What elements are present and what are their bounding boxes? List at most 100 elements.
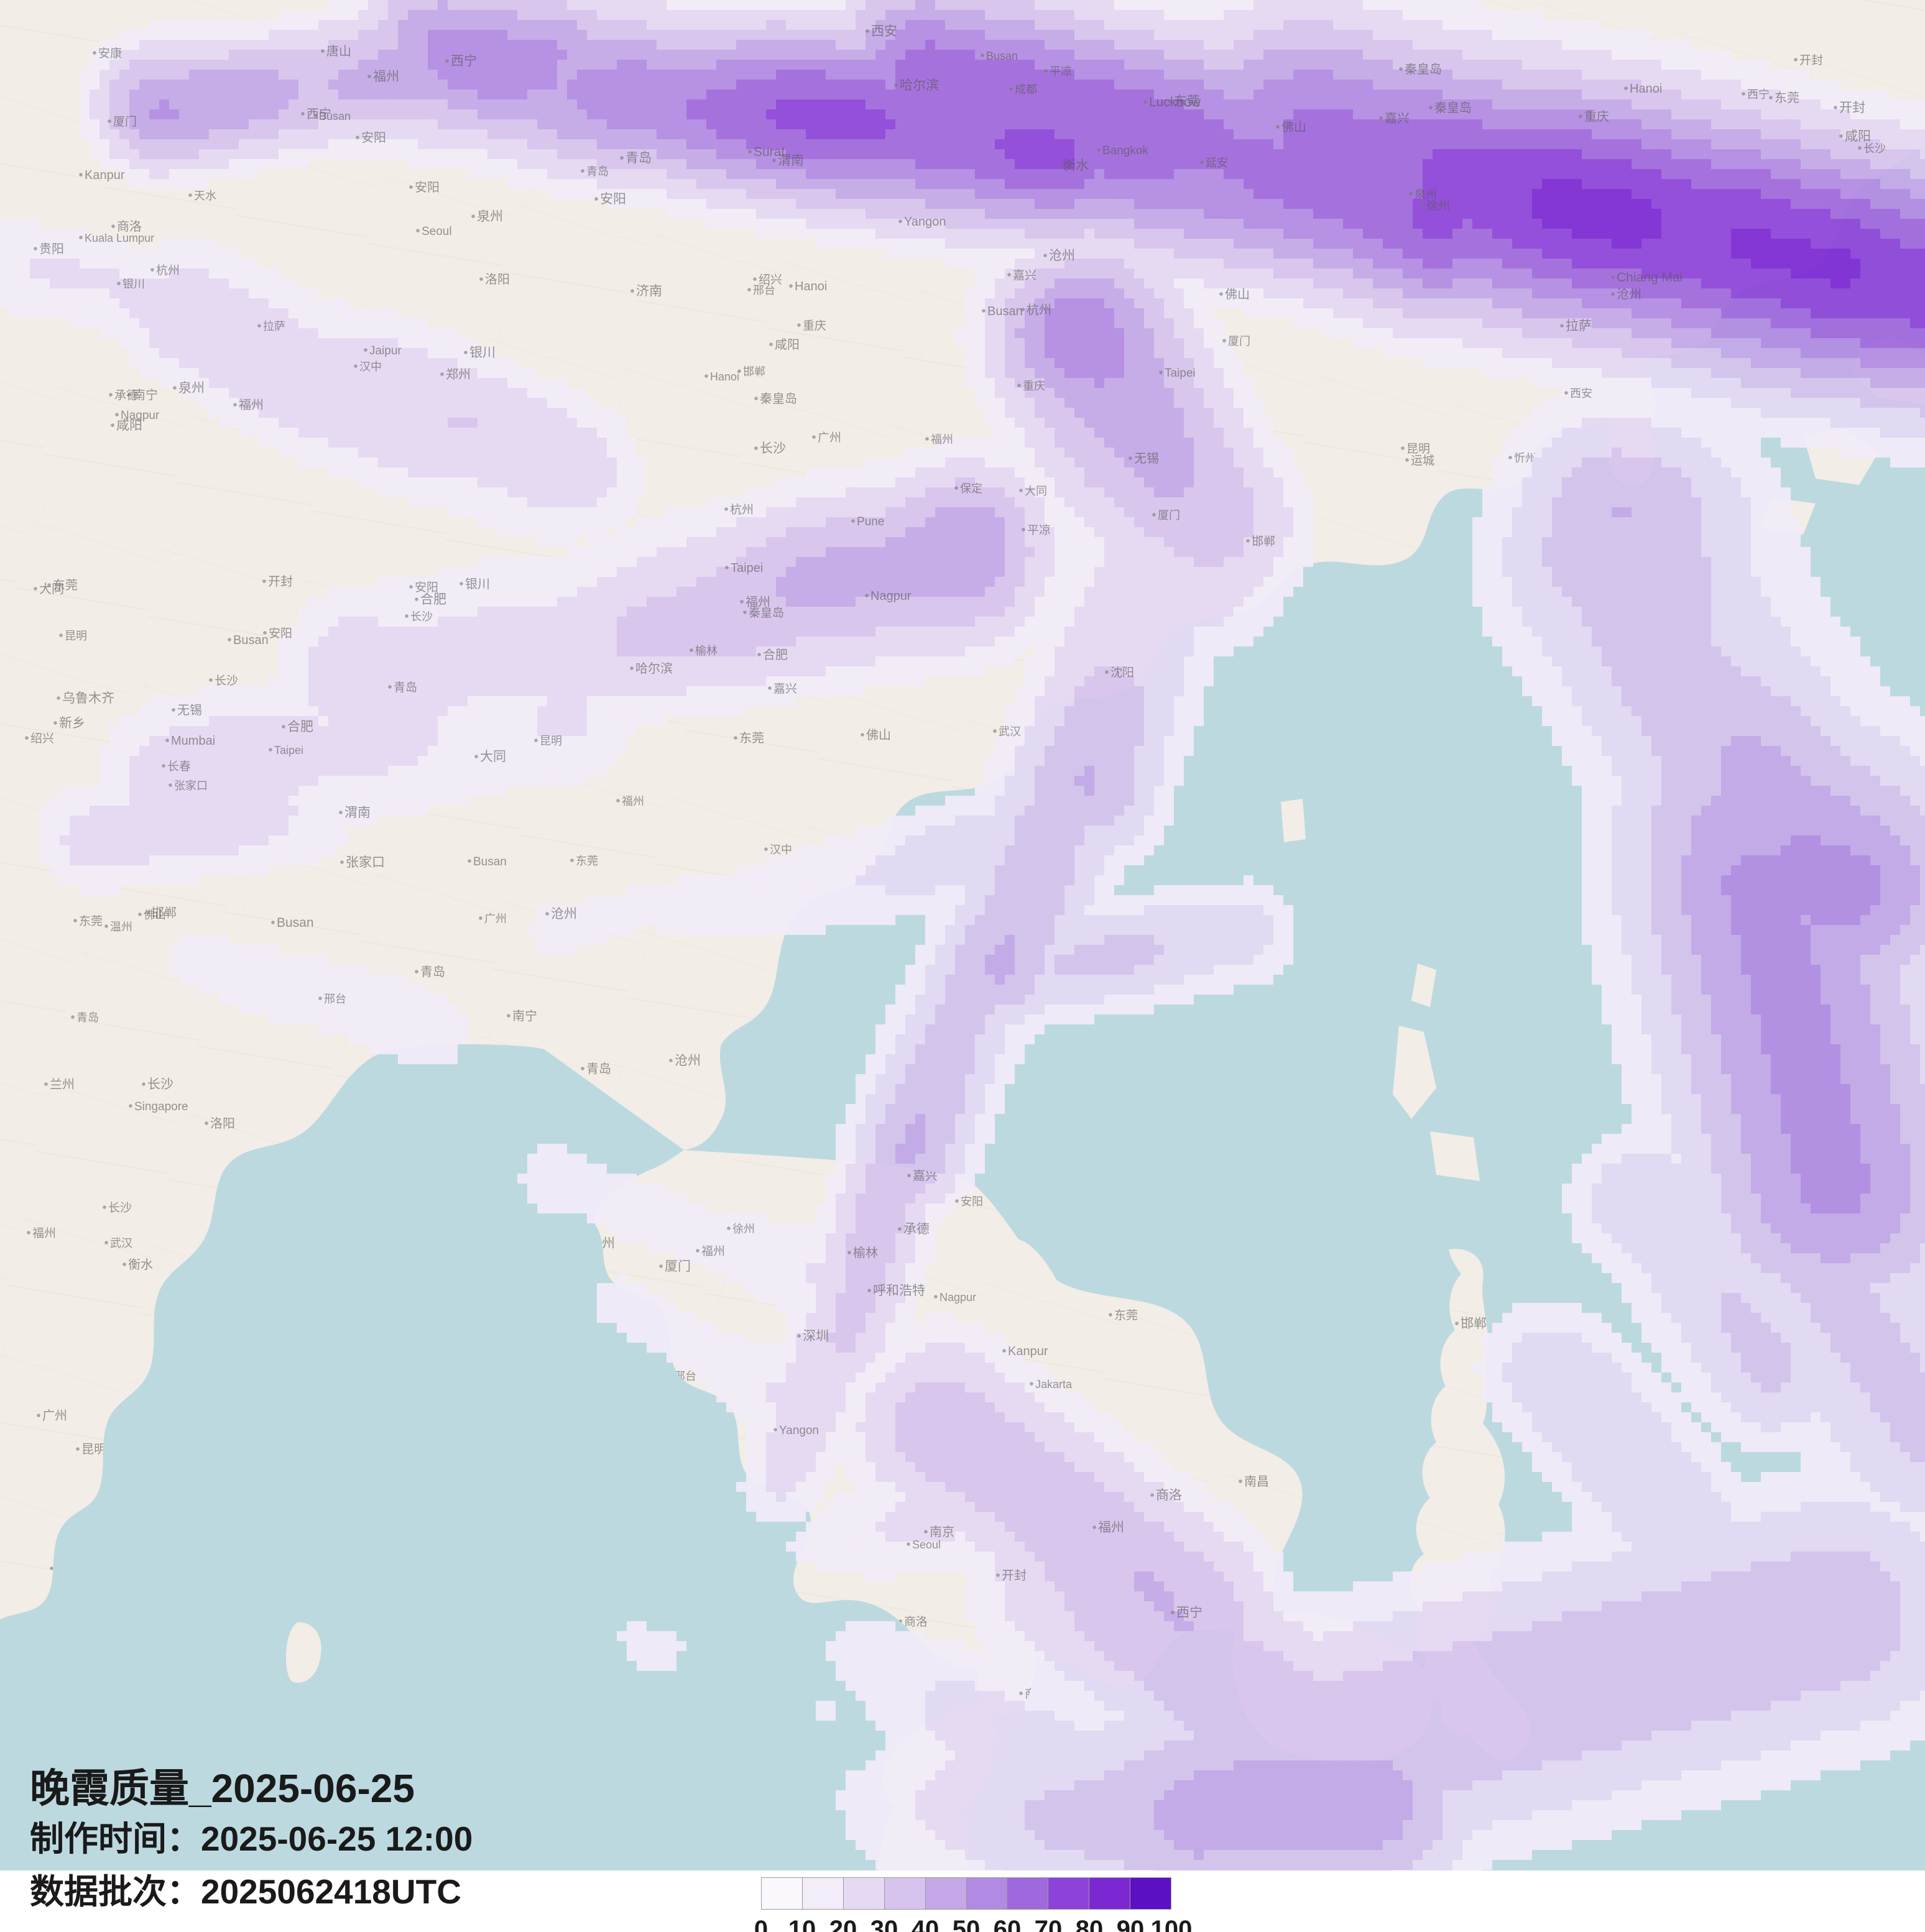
svg-text:拉萨: 拉萨	[1566, 319, 1592, 333]
svg-text:榆林: 榆林	[853, 1246, 878, 1260]
svg-text:银川: 银川	[465, 577, 490, 591]
svg-text:Hanoi: Hanoi	[795, 280, 827, 293]
svg-text:广州: 广州	[484, 913, 507, 925]
svg-text:邯郸: 邯郸	[1252, 535, 1275, 548]
svg-text:南宁: 南宁	[512, 1009, 537, 1023]
svg-text:平凉: 平凉	[1027, 523, 1051, 537]
svg-text:沧州: 沧州	[1049, 249, 1075, 263]
svg-text:大同: 大同	[1025, 485, 1047, 497]
svg-text:嘉兴: 嘉兴	[1013, 269, 1036, 282]
svg-text:Taipei: Taipei	[731, 561, 763, 575]
svg-text:长沙: 长沙	[1863, 142, 1886, 155]
svg-text:青岛: 青岛	[76, 1011, 99, 1024]
svg-text:张家口: 张家口	[174, 780, 208, 792]
svg-text:徐州: 徐州	[732, 1223, 755, 1235]
svg-text:西安: 西安	[871, 24, 897, 39]
svg-text:厦门: 厦门	[1158, 509, 1180, 522]
svg-text:Hanoi: Hanoi	[710, 370, 739, 383]
svg-text:Yangon: Yangon	[904, 215, 946, 229]
svg-text:深圳: 深圳	[803, 1329, 829, 1343]
svg-text:佛山: 佛山	[866, 728, 891, 742]
svg-text:商洛: 商洛	[904, 1615, 928, 1629]
svg-text:无锡: 无锡	[177, 703, 202, 717]
svg-text:乌鲁木齐: 乌鲁木齐	[62, 691, 114, 706]
svg-text:东莞: 东莞	[1775, 91, 1799, 105]
svg-text:厦门: 厦门	[665, 1259, 691, 1274]
svg-text:Nagpur: Nagpur	[870, 589, 912, 603]
svg-text:郑州: 郑州	[446, 367, 471, 382]
svg-text:重庆: 重庆	[1023, 380, 1045, 392]
svg-text:运城: 运城	[1411, 454, 1434, 467]
svg-text:南昌: 南昌	[1244, 1474, 1269, 1489]
svg-text:Bangkok: Bangkok	[1102, 144, 1148, 157]
svg-text:嘉兴: 嘉兴	[1385, 111, 1410, 126]
svg-text:安阳: 安阳	[361, 131, 386, 145]
svg-text:绍兴: 绍兴	[30, 732, 54, 745]
svg-text:Chiang Mai: Chiang Mai	[1617, 270, 1683, 285]
svg-text:Kanpur: Kanpur	[1008, 1345, 1048, 1358]
svg-text:开封: 开封	[268, 574, 293, 589]
svg-text:福州: 福州	[1098, 1520, 1124, 1535]
svg-text:沧州: 沧州	[551, 907, 577, 921]
svg-text:青岛: 青岛	[586, 165, 609, 178]
svg-text:拉萨: 拉萨	[263, 320, 285, 333]
svg-text:东莞: 东莞	[576, 855, 598, 867]
svg-text:杭州: 杭州	[730, 503, 754, 517]
svg-text:天水: 天水	[194, 190, 216, 202]
svg-text:安阳: 安阳	[961, 1195, 983, 1208]
svg-text:洛阳: 洛阳	[210, 1116, 235, 1131]
svg-text:武汉: 武汉	[110, 1237, 132, 1249]
svg-text:咸阳: 咸阳	[1845, 129, 1871, 144]
svg-text:安阳: 安阳	[415, 581, 438, 594]
svg-text:成都: 成都	[1015, 83, 1037, 96]
svg-text:平凉: 平凉	[1050, 65, 1072, 78]
svg-text:Seoul: Seoul	[912, 1539, 941, 1551]
svg-text:Yangon: Yangon	[779, 1424, 819, 1437]
svg-text:哈尔滨: 哈尔滨	[900, 78, 939, 93]
svg-text:无锡: 无锡	[1134, 451, 1159, 466]
svg-text:榆林: 榆林	[695, 645, 718, 657]
svg-text:商洛: 商洛	[117, 219, 142, 234]
svg-text:安阳: 安阳	[269, 627, 292, 640]
svg-text:合肥: 合肥	[763, 648, 788, 662]
svg-text:Busan: Busan	[473, 855, 507, 868]
svg-text:新乡: 新乡	[59, 716, 85, 730]
svg-text:Busan: Busan	[277, 916, 314, 930]
svg-text:Jakarta: Jakarta	[1035, 1378, 1073, 1391]
svg-text:开封: 开封	[1839, 101, 1865, 115]
svg-text:唐山: 唐山	[326, 44, 351, 58]
svg-text:重庆: 重庆	[803, 319, 826, 333]
svg-text:长沙: 长沙	[760, 441, 786, 456]
svg-text:Pune: Pune	[857, 515, 884, 528]
svg-text:Nagpur: Nagpur	[939, 1291, 976, 1304]
svg-text:西宁: 西宁	[1747, 88, 1770, 101]
svg-text:昆明: 昆明	[65, 630, 87, 642]
svg-text:昆明: 昆明	[540, 735, 562, 747]
svg-text:长沙: 长沙	[108, 1201, 132, 1215]
svg-text:呼和浩特: 呼和浩特	[873, 1284, 925, 1298]
svg-text:佛山: 佛山	[1225, 287, 1250, 301]
svg-text:Mumbai: Mumbai	[171, 734, 215, 748]
svg-text:广州: 广州	[818, 431, 841, 444]
svg-text:广州: 广州	[42, 1409, 67, 1423]
svg-text:合肥: 合肥	[420, 592, 446, 607]
svg-text:泉州: 泉州	[477, 209, 503, 224]
svg-text:青岛: 青岛	[626, 151, 652, 165]
svg-text:徐州: 徐州	[1426, 199, 1450, 213]
svg-text:厦门: 厦门	[1228, 335, 1250, 347]
svg-text:邢台: 邢台	[753, 284, 775, 297]
svg-text:Kanpur: Kanpur	[85, 168, 125, 182]
svg-text:邯郸: 邯郸	[743, 366, 765, 378]
svg-text:温州: 温州	[110, 921, 132, 933]
svg-text:安康: 安康	[98, 47, 122, 60]
svg-text:Hanoi: Hanoi	[1630, 82, 1662, 96]
svg-text:长沙: 长沙	[410, 610, 433, 623]
svg-text:沧州: 沧州	[1617, 287, 1641, 301]
svg-text:Busan: Busan	[319, 110, 351, 122]
svg-text:银川: 银川	[469, 346, 496, 360]
svg-text:长春: 长春	[167, 760, 191, 773]
svg-text:东莞: 东莞	[79, 914, 103, 928]
svg-text:开封: 开封	[1002, 1568, 1027, 1583]
svg-text:Taipei: Taipei	[1165, 367, 1196, 380]
svg-text:合肥: 合肥	[287, 720, 313, 734]
